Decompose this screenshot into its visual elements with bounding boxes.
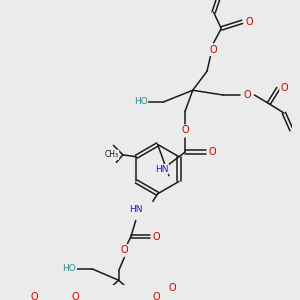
Text: HN: HN — [154, 165, 168, 174]
Text: O: O — [121, 245, 128, 255]
Text: O: O — [246, 17, 253, 27]
Text: O: O — [71, 292, 79, 300]
Text: O: O — [181, 125, 189, 135]
Text: O: O — [209, 147, 217, 157]
Text: O: O — [243, 90, 251, 100]
Text: HO: HO — [134, 97, 147, 106]
Text: O: O — [153, 232, 160, 242]
Text: O: O — [168, 283, 176, 293]
Text: HN: HN — [129, 206, 142, 214]
Text: HO: HO — [62, 264, 76, 273]
Text: O: O — [280, 83, 288, 93]
Text: O: O — [210, 45, 218, 55]
Text: CH₃: CH₃ — [104, 150, 118, 159]
Text: O: O — [30, 292, 38, 300]
Text: O: O — [153, 292, 160, 300]
